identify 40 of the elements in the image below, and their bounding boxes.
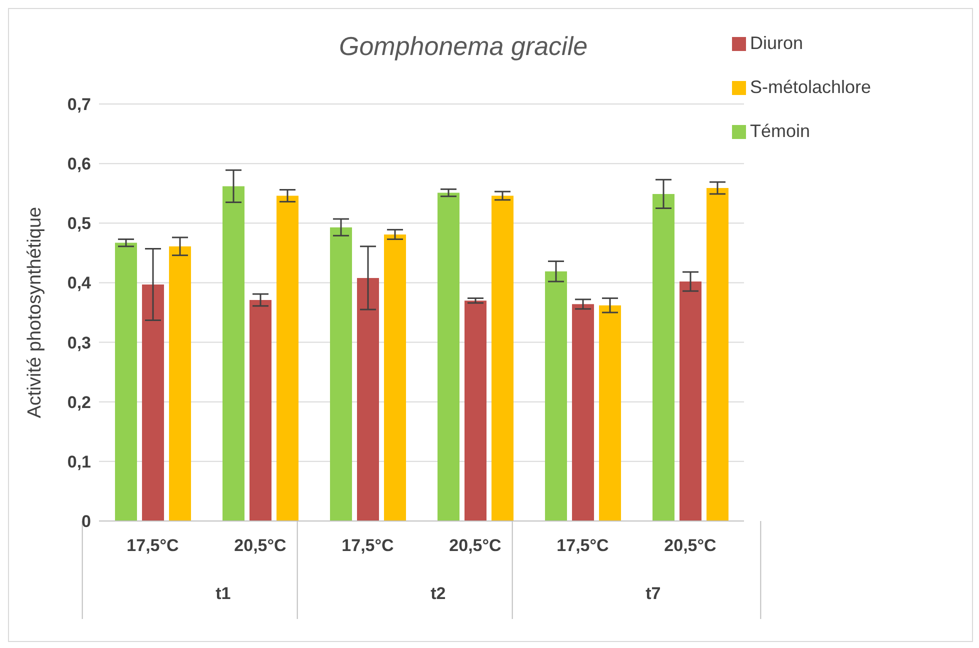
y-tick-label: 0,4: [67, 274, 92, 293]
text: t2: [430, 584, 446, 603]
text: t1: [216, 584, 231, 603]
chart-title: Gomphonema gracile: [339, 31, 588, 62]
bar: [357, 278, 379, 521]
bar: [169, 246, 191, 521]
x-tick-label: 20,5°C: [449, 536, 502, 555]
y-tick-label: 0,5: [67, 214, 91, 234]
bar: [438, 192, 460, 521]
legend-label: Diuron: [750, 33, 804, 53]
y-tick-label: 0,6: [67, 154, 91, 174]
bar: [330, 227, 352, 521]
x-tick-label: 20,5°C: [664, 536, 716, 555]
y-axis-title: Activité photosynthétique: [24, 206, 46, 418]
x-tick-label: 17,5°C: [126, 536, 179, 555]
bar: [545, 271, 567, 521]
bar: [680, 282, 702, 521]
bar: [384, 234, 406, 521]
y-tick-label: 0,1: [67, 452, 91, 472]
y-tick-label: 0,3: [67, 333, 91, 352]
legend-label: Témoin: [750, 121, 810, 141]
y-tick-label: 0,2: [67, 392, 91, 412]
bar: [276, 196, 298, 521]
bar: [492, 196, 514, 521]
bar: [599, 305, 621, 521]
bar: [142, 284, 164, 521]
x-tick-label: 20,5°C: [234, 536, 286, 555]
text: t7: [646, 584, 661, 603]
bar: [706, 188, 728, 521]
legend-label: S-métolachlore: [750, 77, 872, 97]
bar: [222, 186, 244, 521]
bar: [572, 304, 594, 521]
bar: [464, 300, 486, 521]
y-tick-label: 0: [82, 512, 91, 532]
y-tick-label: 0,7: [67, 95, 91, 114]
bar: [250, 300, 272, 521]
x-tick-label: 17,5°C: [342, 536, 394, 555]
bar: [652, 194, 674, 521]
x-tick-label: 17,5°C: [556, 536, 609, 555]
bar: [115, 242, 137, 521]
